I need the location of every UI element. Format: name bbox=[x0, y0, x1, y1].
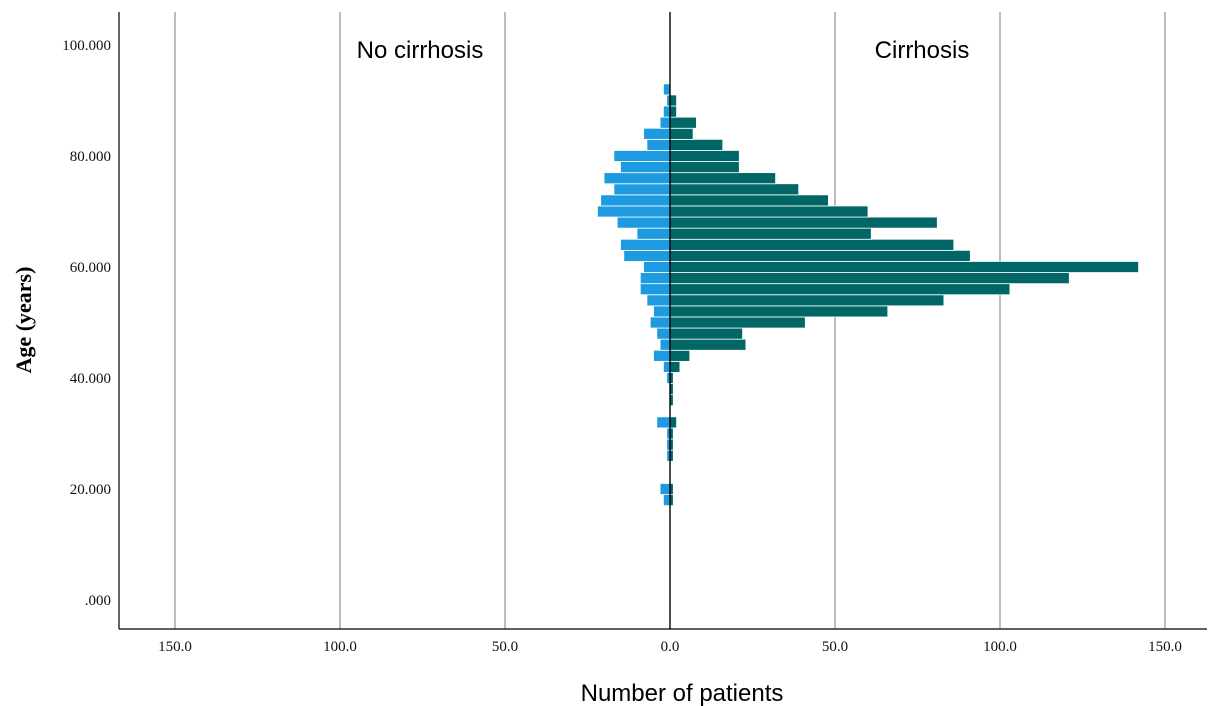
y-tick-label: 60.000 bbox=[70, 260, 111, 276]
bar-cirrhosis bbox=[669, 238, 955, 251]
bar-cirrhosis bbox=[669, 183, 800, 196]
x-axis-label: Number of patients bbox=[581, 680, 784, 706]
bar-no-cirrhosis bbox=[659, 116, 671, 129]
axes bbox=[118, 12, 1207, 630]
x-tick-label: 50.0 bbox=[822, 639, 848, 655]
bar-no-cirrhosis bbox=[623, 249, 671, 262]
gridlines bbox=[174, 12, 1166, 629]
y-tick-label: 80.000 bbox=[70, 149, 111, 165]
bar-no-cirrhosis bbox=[620, 161, 671, 174]
bar-cirrhosis bbox=[669, 161, 740, 174]
x-tick-labels: 150.0 100.0 50.0 0.0 50.0 100.0 150.0 bbox=[158, 639, 1182, 655]
bar-cirrhosis bbox=[669, 249, 971, 262]
bar-cirrhosis bbox=[669, 105, 677, 118]
bar-no-cirrhosis bbox=[653, 305, 671, 318]
y-tick-label: 40.000 bbox=[70, 371, 111, 387]
bar-no-cirrhosis bbox=[649, 316, 671, 329]
bar-cirrhosis bbox=[669, 349, 691, 362]
x-tick-label: 0.0 bbox=[661, 639, 680, 655]
bar-cirrhosis bbox=[669, 305, 889, 318]
bar-cirrhosis bbox=[669, 138, 724, 151]
bar-cirrhosis bbox=[669, 94, 677, 107]
bar-no-cirrhosis bbox=[600, 194, 671, 207]
bar-cirrhosis bbox=[669, 360, 681, 373]
y-tick-label: 20.000 bbox=[70, 482, 111, 498]
bar-no-cirrhosis bbox=[659, 338, 671, 351]
y-tick-labels: .000 20.000 40.000 60.000 80.000 100.000 bbox=[62, 38, 111, 609]
panel-titles: No cirrhosis Cirrhosis bbox=[357, 37, 970, 64]
x-tick-label: 150.0 bbox=[1148, 639, 1182, 655]
bar-cirrhosis bbox=[669, 327, 743, 340]
x-tick-label: 100.0 bbox=[983, 639, 1017, 655]
bar-cirrhosis bbox=[669, 227, 872, 240]
y-tick-label: 100.000 bbox=[62, 38, 111, 54]
bar-no-cirrhosis bbox=[643, 127, 671, 140]
bar-cirrhosis bbox=[669, 416, 677, 429]
bar-no-cirrhosis bbox=[646, 138, 671, 151]
bar-cirrhosis bbox=[669, 294, 945, 307]
bar-cirrhosis bbox=[669, 150, 740, 162]
panel-title-right: Cirrhosis bbox=[875, 37, 970, 64]
bar-no-cirrhosis bbox=[663, 105, 671, 118]
bars bbox=[597, 83, 1140, 507]
bar-no-cirrhosis bbox=[663, 360, 671, 373]
bar-no-cirrhosis bbox=[663, 83, 671, 96]
bar-cirrhosis bbox=[669, 283, 1011, 296]
bar-cirrhosis bbox=[669, 172, 776, 185]
bar-cirrhosis bbox=[669, 116, 697, 129]
bar-no-cirrhosis bbox=[639, 283, 671, 296]
bar-no-cirrhosis bbox=[663, 494, 671, 507]
bar-no-cirrhosis bbox=[656, 416, 671, 429]
bar-cirrhosis bbox=[669, 338, 747, 351]
bar-no-cirrhosis bbox=[656, 327, 671, 340]
bar-cirrhosis bbox=[669, 194, 829, 207]
bar-no-cirrhosis bbox=[659, 483, 671, 495]
bar-cirrhosis bbox=[669, 272, 1070, 285]
bar-no-cirrhosis bbox=[639, 272, 671, 285]
y-tick-label: .000 bbox=[85, 593, 111, 609]
bar-no-cirrhosis bbox=[603, 172, 671, 185]
bar-cirrhosis bbox=[669, 261, 1140, 273]
bar-no-cirrhosis bbox=[653, 349, 671, 362]
bar-no-cirrhosis bbox=[620, 238, 671, 251]
bar-no-cirrhosis bbox=[636, 227, 671, 240]
bar-cirrhosis bbox=[669, 316, 806, 329]
bar-no-cirrhosis bbox=[643, 261, 671, 273]
bar-no-cirrhosis bbox=[616, 216, 671, 229]
bar-no-cirrhosis bbox=[597, 205, 671, 218]
x-tick-label: 100.0 bbox=[323, 639, 357, 655]
bar-cirrhosis bbox=[669, 205, 869, 218]
bar-cirrhosis bbox=[669, 216, 938, 229]
bar-cirrhosis bbox=[669, 127, 694, 140]
bar-no-cirrhosis bbox=[613, 150, 671, 162]
x-tick-label: 150.0 bbox=[158, 639, 192, 655]
panel-title-left: No cirrhosis bbox=[357, 37, 484, 64]
x-tick-label: 50.0 bbox=[492, 639, 518, 655]
bar-no-cirrhosis bbox=[613, 183, 671, 196]
bar-no-cirrhosis bbox=[646, 294, 671, 307]
y-axis-label: Age (years) bbox=[11, 267, 36, 374]
